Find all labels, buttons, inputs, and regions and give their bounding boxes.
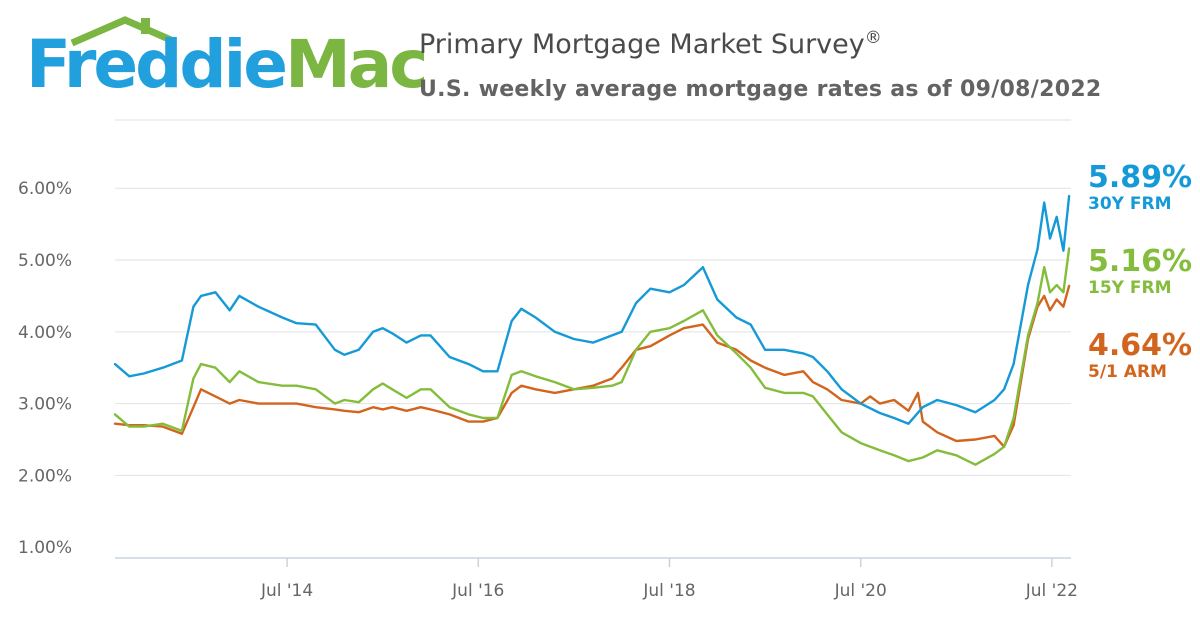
x-tick-label: Jul '22 bbox=[1025, 581, 1078, 601]
latest-15y-frm-label: 15Y FRM bbox=[1088, 278, 1172, 298]
y-tick-label: 3.00% bbox=[18, 395, 72, 415]
x-tick-label: Jul '18 bbox=[642, 581, 695, 601]
latest-30y-frm-label: 30Y FRM bbox=[1088, 194, 1172, 214]
logo-word-freddie: Freddie bbox=[26, 26, 288, 103]
latest-30y-frm: 5.89% 30Y FRM bbox=[1088, 163, 1192, 213]
y-tick-label: 5.00% bbox=[18, 251, 72, 271]
latest-5-1-arm: 4.64% 5/1 ARM bbox=[1088, 331, 1192, 381]
y-tick-label: 1.00% bbox=[18, 538, 72, 558]
chart-subtitle: U.S. weekly average mortgage rates as of… bbox=[419, 77, 1102, 102]
x-tick-label: Jul '20 bbox=[834, 581, 887, 601]
series-line-15y-frm bbox=[113, 247, 1071, 466]
house-roof-icon bbox=[70, 16, 176, 47]
freddie-mac-logo: FreddieMac bbox=[26, 14, 428, 109]
logo-wordmark: FreddieMac bbox=[26, 32, 428, 98]
latest-5-1-arm-value: 4.64% bbox=[1088, 328, 1193, 363]
latest-15y-frm: 5.16% 15Y FRM bbox=[1088, 247, 1192, 297]
x-tick-label: Jul '14 bbox=[260, 581, 313, 601]
latest-5-1-arm-label: 5/1 ARM bbox=[1088, 362, 1167, 382]
y-tick-label: 6.00% bbox=[18, 179, 72, 199]
latest-30y-frm-value: 5.89% bbox=[1088, 160, 1193, 195]
series-line-30y-frm bbox=[113, 194, 1071, 425]
y-tick-label: 2.00% bbox=[18, 466, 72, 486]
latest-15y-frm-value: 5.16% bbox=[1088, 244, 1193, 279]
x-tick-label: Jul '16 bbox=[451, 581, 504, 601]
chart-title: Primary Mortgage Market Survey® bbox=[419, 28, 882, 60]
logo-word-mac: Mac bbox=[285, 26, 428, 103]
chart-title-text: Primary Mortgage Market Survey bbox=[419, 29, 865, 60]
registered-mark: ® bbox=[864, 28, 882, 48]
series-line-5-1-arm bbox=[113, 284, 1071, 448]
y-tick-label: 4.00% bbox=[18, 323, 72, 343]
